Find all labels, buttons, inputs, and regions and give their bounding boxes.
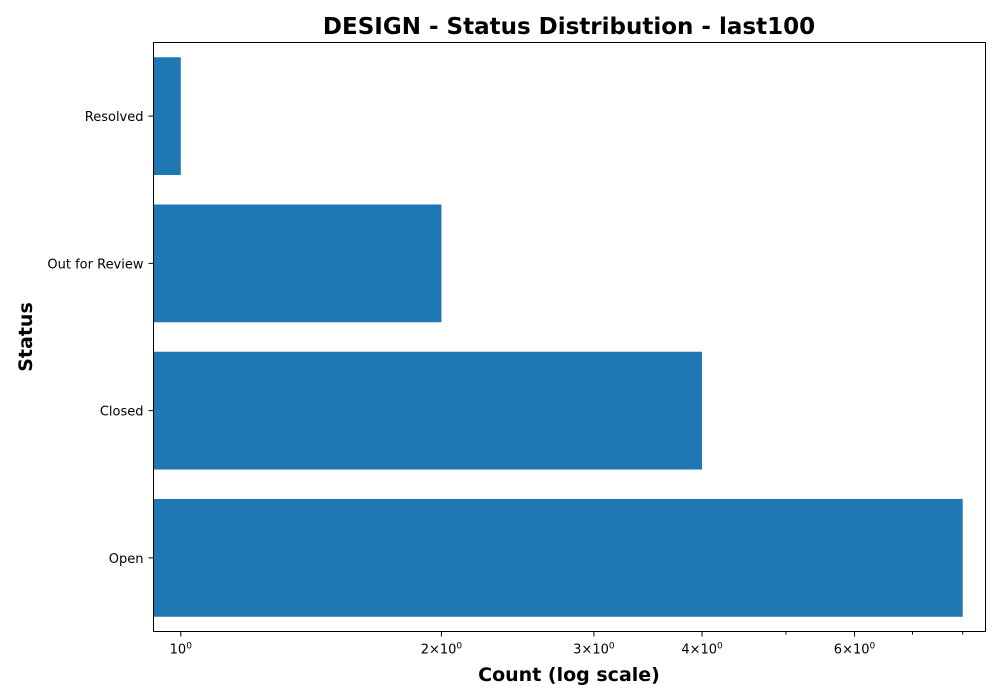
chart-title: DESIGN - Status Distribution - last100 bbox=[323, 14, 815, 40]
bar-out-for-review bbox=[153, 204, 442, 323]
x-tick-label: 2×100 bbox=[421, 642, 463, 658]
bars-group bbox=[153, 57, 963, 617]
x-tick-label: 100 bbox=[170, 642, 193, 658]
bar-open bbox=[153, 498, 963, 617]
plot-frame bbox=[153, 42, 986, 632]
x-tick-label: 4×100 bbox=[681, 642, 723, 658]
bar-resolved bbox=[153, 57, 181, 176]
y-tick-label-closed: Closed bbox=[100, 405, 144, 420]
x-axis-ticks: 100 2×100 3×100 4×100 6×100 bbox=[170, 631, 964, 658]
x-tick-label: 6×100 bbox=[834, 642, 876, 658]
bar-closed bbox=[153, 351, 703, 470]
x-axis-label: Count (log scale) bbox=[478, 664, 660, 686]
y-axis-label: Status bbox=[15, 302, 37, 372]
y-tick-label-resolved: Resolved bbox=[85, 110, 144, 125]
x-tick-label: 3×100 bbox=[573, 642, 615, 658]
y-axis-ticks: Open Closed Out for Review Resolved bbox=[47, 110, 154, 567]
y-tick-label-open: Open bbox=[109, 552, 144, 567]
y-tick-label-out-for-review: Out for Review bbox=[47, 257, 143, 272]
